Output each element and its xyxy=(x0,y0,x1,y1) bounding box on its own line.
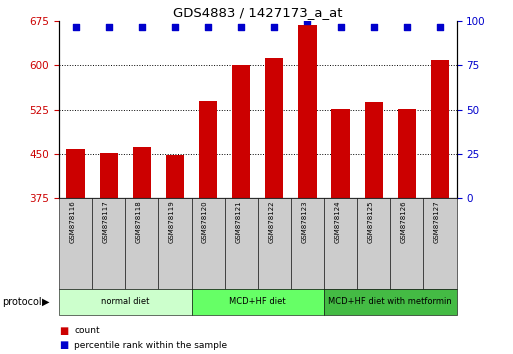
Point xyxy=(303,18,311,24)
Point xyxy=(204,24,212,29)
Point xyxy=(370,24,378,29)
Text: MCD+HF diet: MCD+HF diet xyxy=(229,297,286,306)
Bar xyxy=(365,102,383,198)
Text: GSM878121: GSM878121 xyxy=(235,200,241,242)
Point xyxy=(71,24,80,29)
Text: normal diet: normal diet xyxy=(101,297,149,306)
Bar xyxy=(232,65,250,198)
Text: GSM878120: GSM878120 xyxy=(202,200,208,242)
Text: GSM878117: GSM878117 xyxy=(103,200,109,243)
Text: percentile rank within the sample: percentile rank within the sample xyxy=(74,341,227,350)
Bar xyxy=(431,59,449,198)
Point xyxy=(270,24,279,29)
Point xyxy=(105,24,113,29)
Point xyxy=(403,24,411,29)
Bar xyxy=(166,155,184,198)
Text: protocol: protocol xyxy=(3,297,42,307)
Text: GSM878116: GSM878116 xyxy=(70,200,75,243)
Text: GSM878127: GSM878127 xyxy=(434,200,440,242)
Text: GSM878119: GSM878119 xyxy=(169,200,175,243)
Text: MCD+HF diet with metformin: MCD+HF diet with metformin xyxy=(328,297,452,306)
Bar xyxy=(133,147,151,198)
Bar xyxy=(299,25,317,198)
Text: count: count xyxy=(74,326,100,336)
Bar xyxy=(398,109,416,198)
Text: GSM878118: GSM878118 xyxy=(136,200,142,243)
Title: GDS4883 / 1427173_a_at: GDS4883 / 1427173_a_at xyxy=(173,6,343,19)
Text: GSM878122: GSM878122 xyxy=(268,200,274,242)
Text: GSM878123: GSM878123 xyxy=(302,200,307,242)
Bar xyxy=(100,153,118,198)
Text: GSM878124: GSM878124 xyxy=(334,200,341,242)
Bar xyxy=(67,149,85,198)
Text: ■: ■ xyxy=(59,340,68,350)
Text: GSM878125: GSM878125 xyxy=(368,200,374,242)
Point xyxy=(337,24,345,29)
Bar xyxy=(265,58,284,198)
Point xyxy=(137,24,146,29)
Point xyxy=(436,24,444,29)
Bar xyxy=(199,101,217,198)
Text: ■: ■ xyxy=(59,326,68,336)
Point xyxy=(171,24,179,29)
Text: GSM878126: GSM878126 xyxy=(401,200,407,242)
Text: ▶: ▶ xyxy=(43,297,50,307)
Bar xyxy=(331,109,350,198)
Point xyxy=(237,24,245,29)
